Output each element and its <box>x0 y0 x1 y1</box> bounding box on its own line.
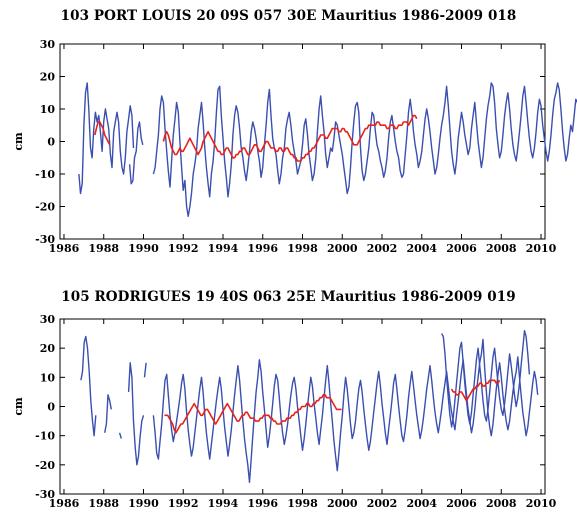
annual-series-line <box>162 114 418 162</box>
chart-title-rodrigues: 105 RODRIGUES 19 40S 063 25E Mauritius 1… <box>61 289 516 305</box>
annual-series-line <box>164 394 342 434</box>
monthly-series-line <box>80 335 97 437</box>
monthly-series-line <box>78 82 135 195</box>
x-tick-label: 2000 <box>327 242 358 255</box>
x-tick-label: 2008 <box>486 497 517 510</box>
y-tick-label: 30 <box>40 313 56 326</box>
monthly-series-line <box>152 338 539 484</box>
x-tick-label: 1994 <box>208 242 239 255</box>
y-tick-label: 20 <box>40 71 56 84</box>
x-tick-label: 2010 <box>526 242 557 255</box>
x-tick-label: 1990 <box>128 497 159 510</box>
x-tick-label: 1998 <box>287 242 318 255</box>
x-tick-label: 2004 <box>406 497 437 510</box>
x-tick-label: 2008 <box>486 242 517 255</box>
y-tick-label: -20 <box>35 459 55 472</box>
y-axis-label: cm <box>12 397 25 416</box>
y-tick-label: -20 <box>35 201 55 214</box>
x-tick-label: 1992 <box>168 497 199 510</box>
annual-series-line <box>450 379 501 402</box>
x-tick-label: 2002 <box>367 242 398 255</box>
chart-title-port-louis: 103 PORT LOUIS 20 09S 057 30E Mauritius … <box>60 8 517 24</box>
x-tick-label: 2010 <box>526 497 557 510</box>
y-tick-label: -30 <box>35 233 55 246</box>
y-tick-label: -10 <box>35 168 55 181</box>
x-tick-label: 1998 <box>287 497 318 510</box>
x-tick-label: 1992 <box>168 242 199 255</box>
x-tick-label: 1990 <box>128 242 159 255</box>
y-tick-label: -10 <box>35 430 55 443</box>
monthly-series-line <box>440 330 531 428</box>
chart-port-louis: -30 -20 -10 0 10 20 30 1986 1988 1990 1992 1994 1996… <box>12 38 577 255</box>
y-tick-label: 10 <box>40 103 56 116</box>
monthly-series-line <box>152 82 577 218</box>
x-tick-label: 1986 <box>49 497 80 510</box>
y-tick-label: 30 <box>40 38 56 51</box>
y-tick-label: 0 <box>47 401 55 414</box>
monthly-series-line <box>104 394 112 433</box>
y-tick-label: -30 <box>35 488 55 501</box>
annual-series-line <box>94 121 111 146</box>
x-tick-label: 1986 <box>49 242 80 255</box>
x-tick-label: 2004 <box>406 242 437 255</box>
monthly-series-line <box>118 432 122 439</box>
monthly-series-line <box>127 362 145 466</box>
monthly-series-line <box>143 362 147 378</box>
y-tick-label: 20 <box>40 342 56 355</box>
x-tick-label: 1988 <box>88 242 119 255</box>
x-tick-label: 1996 <box>247 242 278 255</box>
x-tick-label: 2006 <box>446 497 477 510</box>
x-tick-label: 1996 <box>247 497 278 510</box>
y-tick-label: 10 <box>40 371 56 384</box>
x-tick-label: 1994 <box>208 497 239 510</box>
y-axis-label: cm <box>12 132 25 151</box>
x-tick-label: 2006 <box>446 242 477 255</box>
x-tick-label: 2000 <box>327 497 358 510</box>
x-tick-label: 2002 <box>367 497 398 510</box>
x-tick-label: 1988 <box>88 497 119 510</box>
chart-rodrigues: -30 -20 -10 0 10 20 30 1986 1988 1990 1992 1994 1996… <box>12 313 557 510</box>
monthly-series-line <box>128 121 144 185</box>
y-tick-label: 0 <box>47 136 55 149</box>
